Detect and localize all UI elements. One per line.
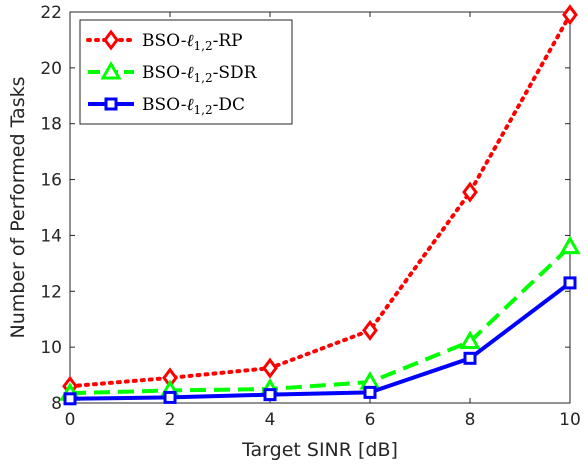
x-tick-label: 10 bbox=[559, 410, 581, 430]
legend-label-part: ℓ bbox=[186, 63, 193, 83]
legend-label: BSO-ℓ1,2-RP bbox=[142, 31, 243, 53]
data-point bbox=[63, 392, 77, 406]
y-tick-label: 20 bbox=[40, 59, 62, 79]
y-tick-label: 22 bbox=[40, 3, 62, 23]
legend-item: BSO-ℓ1,2-RP bbox=[86, 29, 243, 53]
data-point bbox=[163, 390, 177, 404]
series-layer bbox=[59, 4, 581, 406]
data-point bbox=[563, 276, 577, 290]
series-rp bbox=[62, 4, 578, 397]
data-point bbox=[363, 385, 377, 399]
legend-marker bbox=[100, 60, 122, 80]
series-line bbox=[68, 12, 572, 389]
legend-item: BSO-ℓ1,2-SDR bbox=[88, 60, 258, 85]
data-point bbox=[262, 357, 278, 379]
y-tick-label: 16 bbox=[40, 171, 62, 191]
legend-label-part: -SDR bbox=[213, 63, 258, 83]
legend-label: BSO-ℓ1,2-SDR bbox=[142, 63, 258, 85]
data-point bbox=[263, 388, 277, 402]
legend-marker bbox=[104, 97, 118, 111]
x-tick-label: 2 bbox=[165, 410, 176, 430]
legend-marker bbox=[103, 29, 119, 51]
legend-label-part: BSO- bbox=[142, 31, 186, 51]
y-tick-label: 8 bbox=[51, 394, 62, 414]
legend-label-part: ℓ bbox=[186, 31, 193, 51]
y-tick-label: 18 bbox=[40, 115, 62, 135]
x-tick-label: 8 bbox=[465, 410, 476, 430]
legend-label-part: -RP bbox=[213, 31, 243, 51]
series-line bbox=[69, 281, 572, 401]
legend-label-part: ℓ bbox=[186, 95, 193, 115]
y-axis-ticks: 8 10 12 14 16 18 20 22 bbox=[40, 3, 570, 414]
y-tick-label: 14 bbox=[40, 226, 62, 246]
x-axis-label: Target SINR [dB] bbox=[241, 439, 398, 461]
y-axis-label: Number of Performed Tasks bbox=[7, 77, 29, 339]
y-tick-label: 10 bbox=[40, 338, 62, 358]
legend-label-part: 1,2 bbox=[194, 103, 213, 117]
legend-item: BSO-ℓ1,2-DC bbox=[88, 95, 245, 117]
y-tick-label: 12 bbox=[40, 282, 62, 302]
data-point bbox=[559, 235, 581, 255]
data-point bbox=[462, 181, 478, 203]
x-tick-label: 6 bbox=[365, 410, 376, 430]
data-point bbox=[362, 319, 378, 341]
data-point bbox=[562, 4, 578, 26]
x-tick-label: 0 bbox=[65, 410, 76, 430]
legend-label-part: BSO- bbox=[142, 63, 186, 83]
series-line bbox=[69, 245, 572, 396]
legend-label-part: BSO- bbox=[142, 95, 186, 115]
legend-label-part: -DC bbox=[213, 95, 245, 115]
legend-label-part: 1,2 bbox=[194, 71, 213, 85]
legend-label-part: 1,2 bbox=[194, 39, 213, 53]
x-tick-label: 4 bbox=[265, 410, 276, 430]
legend-label: BSO-ℓ1,2-DC bbox=[142, 95, 245, 117]
data-point bbox=[463, 351, 477, 365]
series-dc bbox=[63, 276, 577, 406]
data-point bbox=[459, 330, 481, 350]
